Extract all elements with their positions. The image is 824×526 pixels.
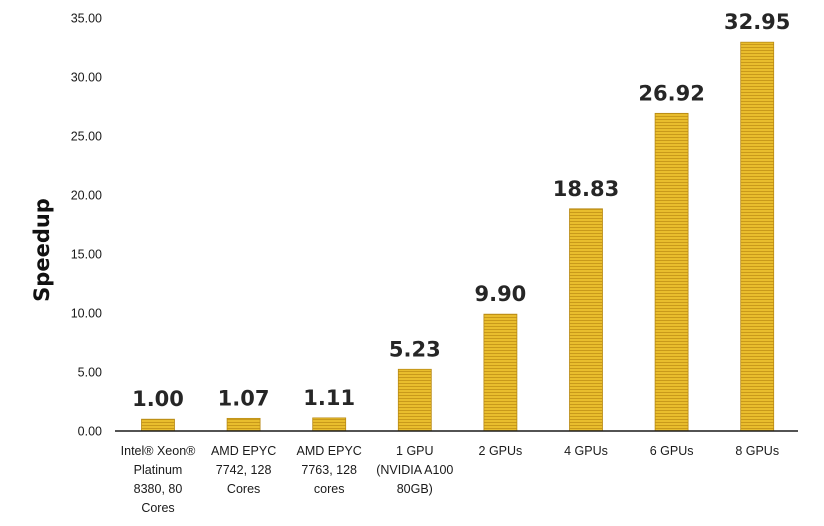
category-label-line: 7763, 128: [301, 463, 357, 477]
category-label-line: (NVIDIA A100: [376, 463, 453, 477]
y-tick-label: 20.00: [71, 189, 102, 203]
category-label-line: cores: [314, 482, 345, 496]
y-tick-label: 5.00: [78, 366, 102, 380]
category-label-line: 2 GPUs: [479, 444, 523, 458]
bar: [483, 313, 518, 432]
bar: [141, 418, 175, 432]
bars: [141, 41, 775, 432]
category-label: 2 GPUs: [479, 444, 523, 458]
bar-value-label: 1.07: [218, 386, 270, 410]
bar-value-label: 32.95: [724, 10, 790, 34]
category-label: 8 GPUs: [735, 444, 779, 458]
category-label-line: AMD EPYC: [297, 444, 362, 458]
category-label-line: Cores: [141, 501, 174, 515]
y-tick-label: 30.00: [71, 71, 102, 85]
category-label: 6 GPUs: [650, 444, 694, 458]
category-label: 4 GPUs: [564, 444, 608, 458]
category-label-line: AMD EPYC: [211, 444, 276, 458]
bar-value-label: 9.90: [474, 282, 526, 306]
bar: [397, 368, 432, 432]
y-tick-label: 0.00: [78, 425, 102, 439]
category-label-line: Intel® Xeon®: [121, 444, 197, 458]
bar-value-label: 18.83: [553, 177, 619, 201]
category-label-line: Cores: [227, 482, 260, 496]
y-axis-ticks: 0.00 5.00 10.00 15.00 20.00 25.00 30.00 35.00: [71, 12, 102, 439]
bar: [226, 417, 261, 432]
category-label-line: 1 GPU: [396, 444, 434, 458]
y-tick-label: 35.00: [71, 12, 102, 26]
y-tick-label: 10.00: [71, 307, 102, 321]
y-tick-label: 15.00: [71, 248, 102, 262]
category-label-line: 8380, 80: [134, 482, 183, 496]
y-axis-title: Speedup: [30, 198, 54, 302]
category-label: AMD EPYC 7763, 128 cores: [297, 444, 362, 496]
bar: [654, 112, 689, 432]
bar-value-label: 26.92: [638, 81, 704, 105]
category-label-line: 80GB): [397, 482, 433, 496]
category-label-line: 8 GPUs: [735, 444, 779, 458]
category-label-line: 7742, 128: [216, 463, 272, 477]
bar-value-label: 1.11: [303, 386, 355, 410]
y-tick-label: 25.00: [71, 130, 102, 144]
category-label-line: Platinum: [134, 463, 183, 477]
bar-value-label: 5.23: [389, 337, 441, 361]
category-label: AMD EPYC 7742, 128 Cores: [211, 444, 276, 496]
category-label: Intel® Xeon® Platinum 8380, 80 Cores: [121, 444, 197, 515]
bar: [569, 208, 603, 432]
bar-value-label: 1.00: [132, 387, 184, 411]
bar: [312, 417, 347, 432]
category-label-line: 4 GPUs: [564, 444, 608, 458]
category-label-line: 6 GPUs: [650, 444, 694, 458]
data-labels: 1.00 1.07 1.11 5.23 9.90 18.83 26.92 32.95: [132, 10, 790, 411]
bar: [740, 41, 775, 432]
category-label: 1 GPU (NVIDIA A100 80GB): [376, 444, 453, 496]
